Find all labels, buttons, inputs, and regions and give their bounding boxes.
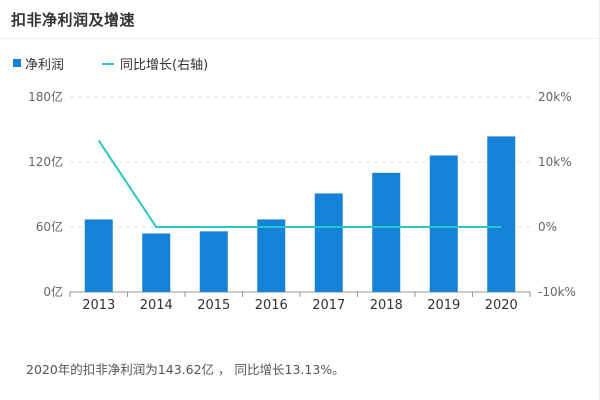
legend-line-swatch — [102, 63, 114, 65]
y-left-tick-label: 120亿 — [28, 154, 63, 169]
x-tick-label-2013: 2013 — [82, 298, 115, 313]
bar-2017 — [314, 193, 343, 292]
x-tick-label-2016: 2016 — [255, 298, 288, 313]
bar-2014 — [142, 233, 171, 292]
bar-2020 — [487, 136, 516, 292]
bar-2015 — [199, 231, 228, 292]
growth-line — [97, 139, 502, 228]
y-right-tick-label: 10k% — [538, 155, 572, 169]
x-tick-label-2014: 2014 — [140, 298, 173, 313]
y-right-tick-label: 0% — [538, 220, 557, 234]
summary-text: 2020年的扣非净利润为143.62亿 ， 同比增长13.13%。 — [26, 362, 345, 377]
y-left-tick-label: 180亿 — [28, 89, 63, 104]
x-tick-label-2015: 2015 — [197, 298, 230, 313]
bar-2018 — [372, 172, 401, 292]
x-tick-label-2017: 2017 — [312, 298, 345, 313]
bar-2016 — [257, 219, 286, 292]
x-tick-label-2019: 2019 — [427, 298, 460, 313]
legend-label-growth: 同比增长(右轴) — [120, 58, 209, 73]
legend-bar-swatch — [13, 59, 21, 67]
y-right-tick-label: 20k% — [538, 90, 572, 104]
x-tick-label-2018: 2018 — [370, 298, 403, 313]
legend-label-net-profit: 净利润 — [25, 58, 65, 73]
bar-2019 — [429, 155, 458, 292]
x-tick-label-2020: 2020 — [485, 298, 518, 313]
chart-title: 扣非净利润及增速 — [11, 11, 136, 29]
y-right-tick-label: -10k% — [538, 285, 576, 299]
card-header: 扣非净利润及增速 — [0, 0, 600, 39]
y-left-tick-label: 60亿 — [36, 219, 63, 234]
y-left-tick-label: 0亿 — [43, 284, 63, 299]
bar-2013 — [84, 219, 113, 292]
